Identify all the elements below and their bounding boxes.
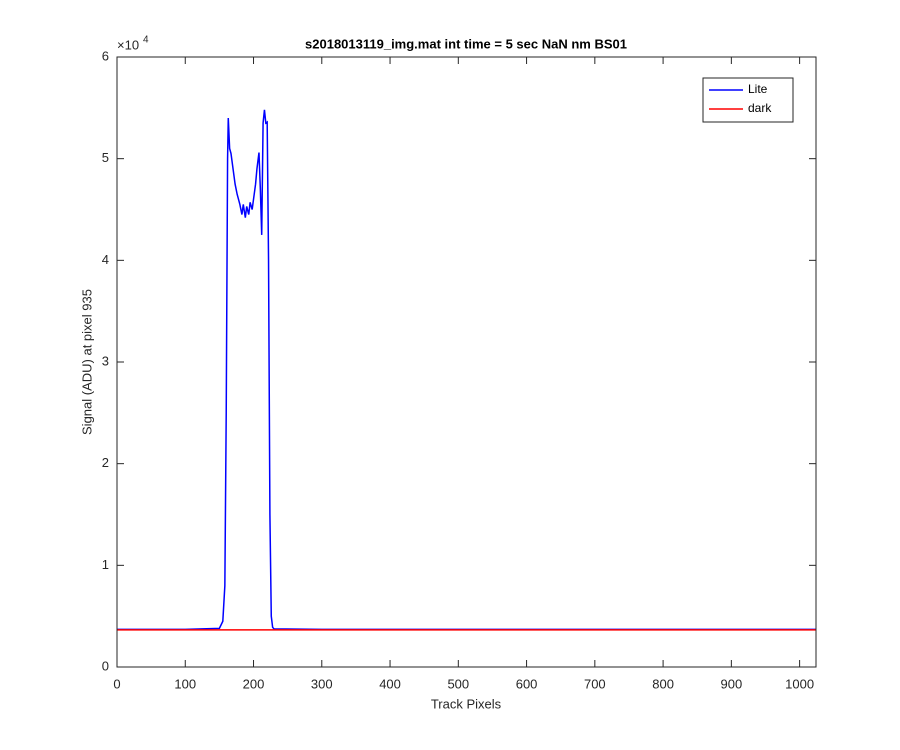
y-axis-label: Signal (ADU) at pixel 935 (79, 289, 94, 435)
y-tick-label: 0 (102, 658, 109, 673)
legend-label: Lite (748, 82, 768, 96)
y-tick-label: 3 (102, 353, 109, 368)
y-tick-label: 5 (102, 150, 109, 165)
x-tick-label: 1000 (785, 676, 814, 691)
x-tick-label: 100 (174, 676, 196, 691)
x-tick-label: 300 (311, 676, 333, 691)
chart-title: s2018013119_img.mat int time = 5 sec NaN… (305, 36, 627, 51)
y-tick-label: 1 (102, 557, 109, 572)
x-tick-label: 600 (516, 676, 538, 691)
x-tick-label: 500 (447, 676, 469, 691)
x-tick-label: 0 (113, 676, 120, 691)
x-tick-label: 700 (584, 676, 606, 691)
x-tick-label: 400 (379, 676, 401, 691)
legend-box (702, 77, 794, 123)
y-multiplier: ×10 (117, 37, 139, 52)
x-tick-label: 800 (652, 676, 674, 691)
y-tick-label: 4 (102, 252, 109, 267)
x-axis-label: Track Pixels (431, 696, 502, 711)
y-tick-label: 6 (102, 48, 109, 63)
x-tick-label: 900 (721, 676, 743, 691)
y-multiplier-power: 4 (143, 35, 149, 46)
legend-label: dark (748, 101, 772, 115)
plot-frame (116, 56, 817, 668)
data-line (117, 109, 816, 631)
x-tick-label: 200 (243, 676, 265, 691)
y-tick-label: 2 (102, 455, 109, 470)
